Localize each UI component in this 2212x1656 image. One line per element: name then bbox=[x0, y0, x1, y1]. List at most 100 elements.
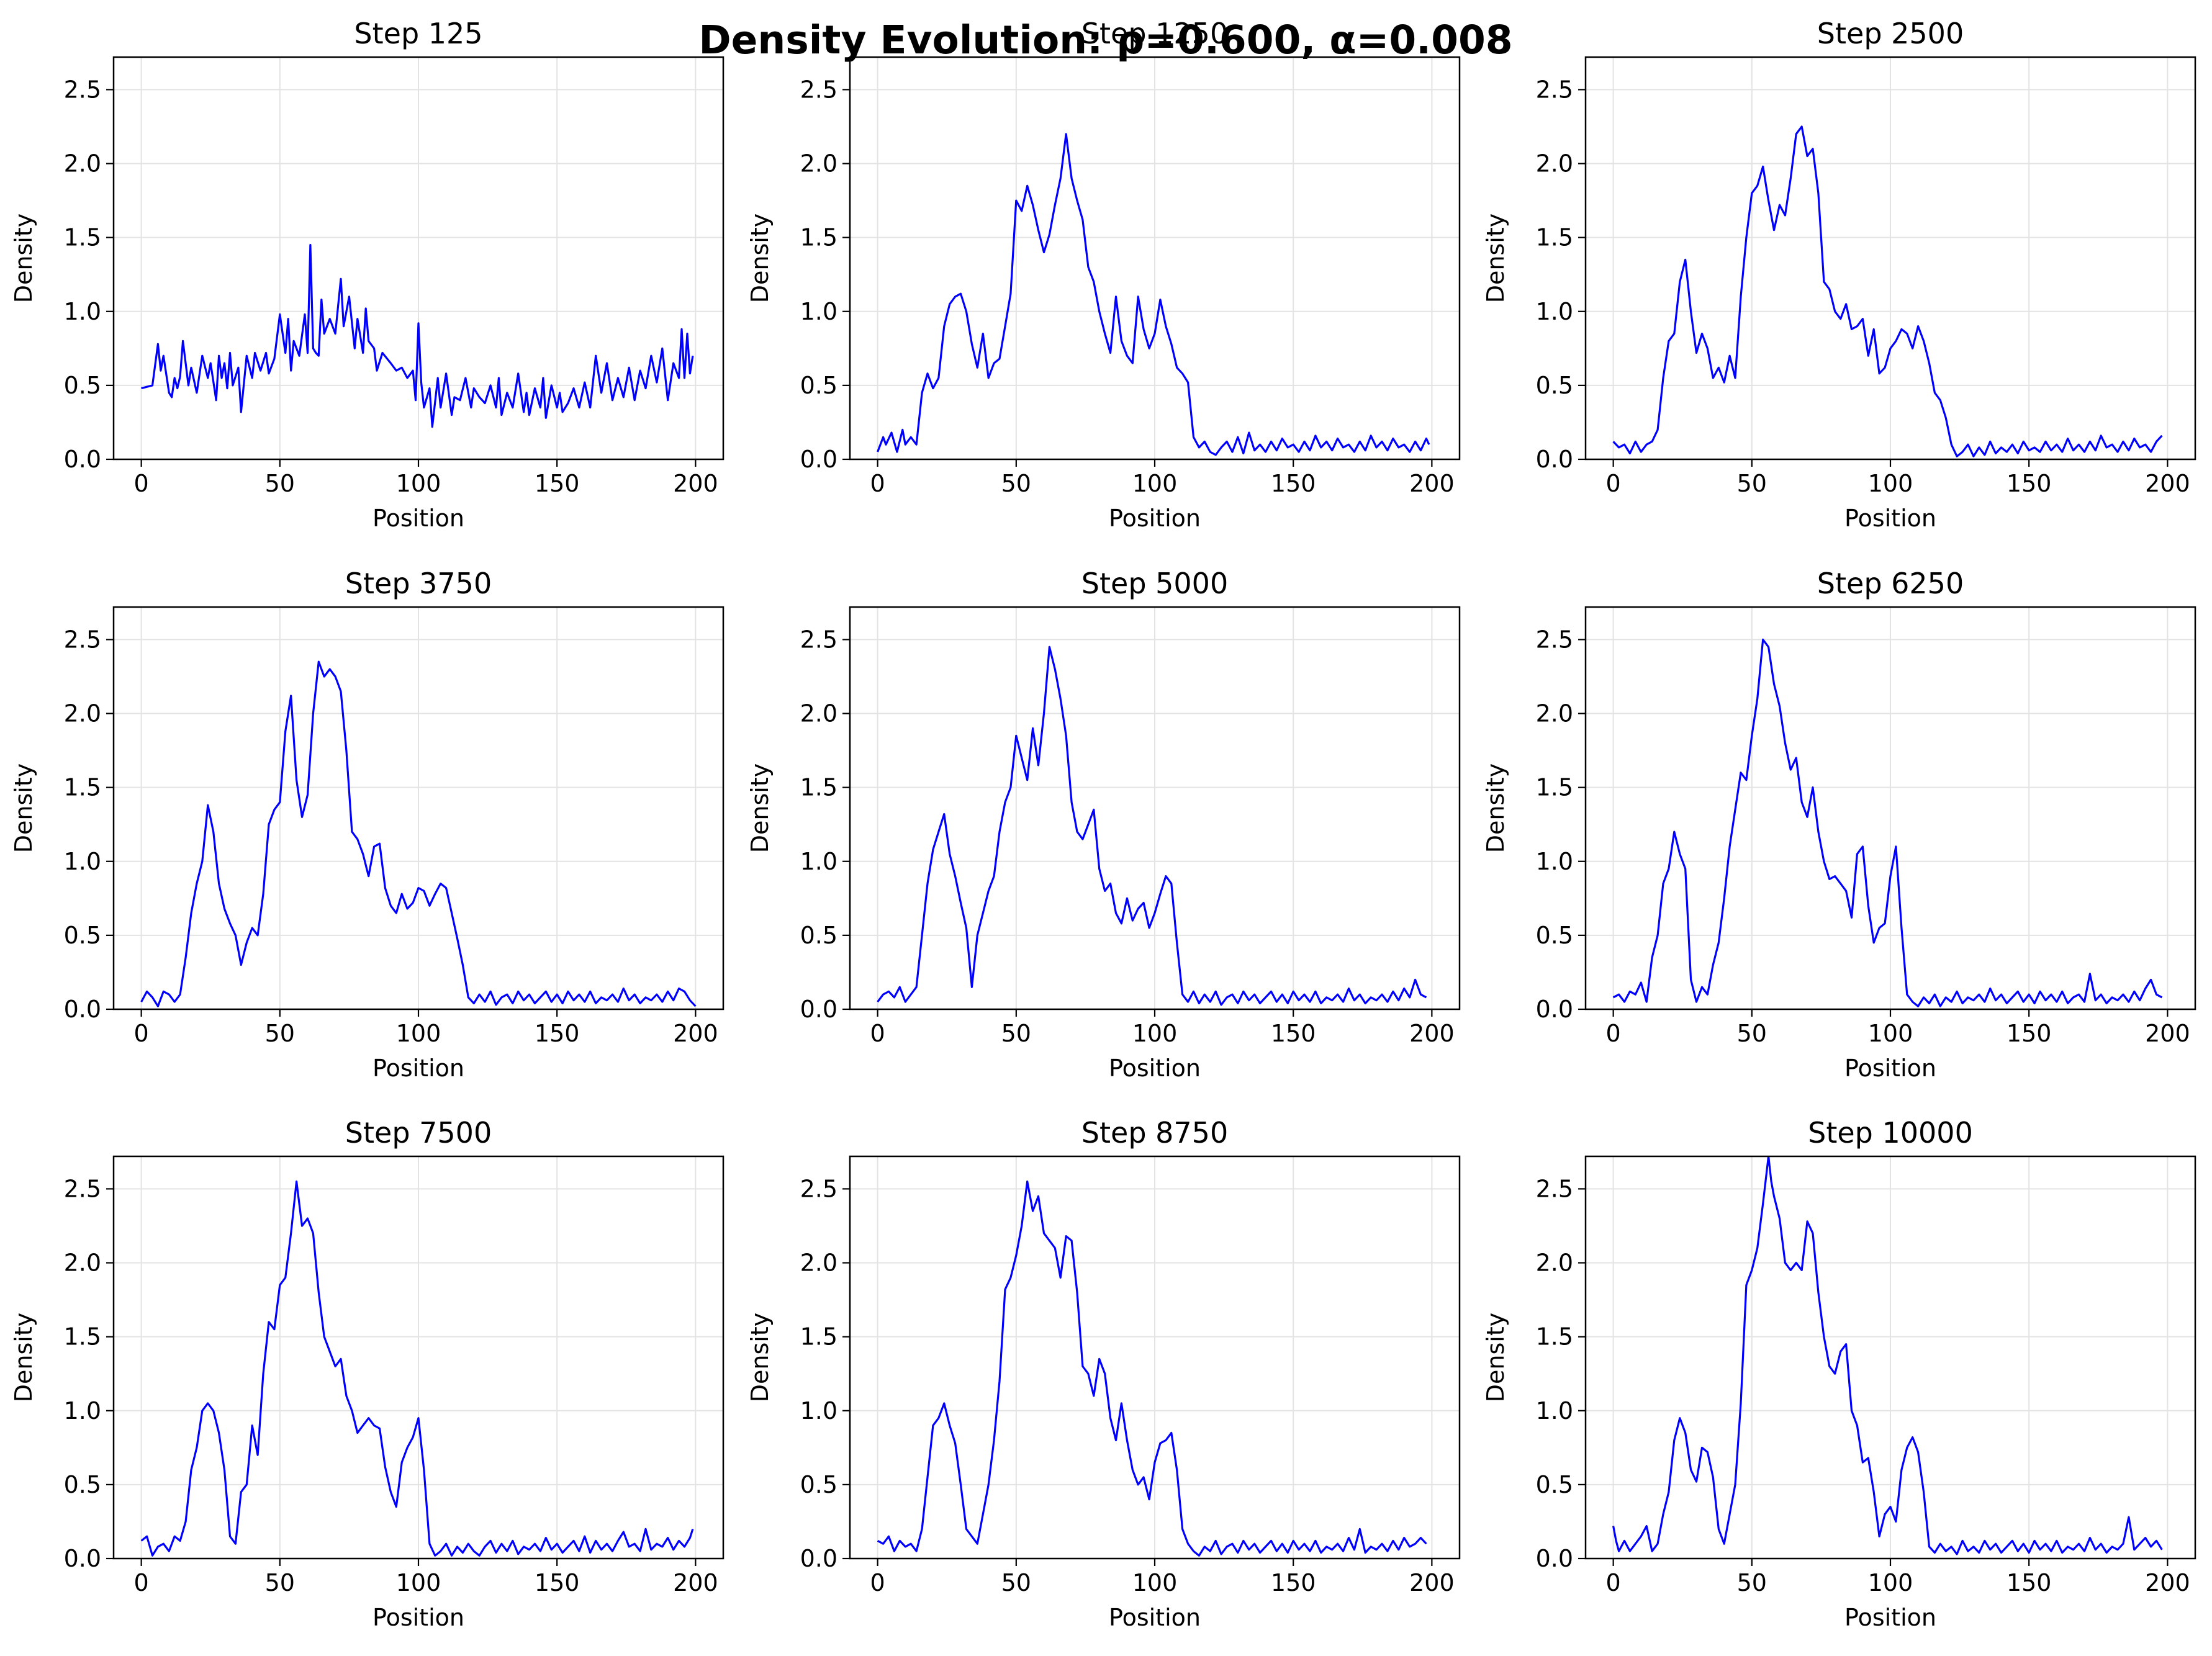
y-tick-label: 0.5 bbox=[64, 1471, 101, 1498]
subplot-1: 0 50 100 150 200 0.0 0.5 1.0 1.5 2.0 2.5 Step 125 Po… bbox=[10, 17, 725, 532]
subplot-title: Step 5000 bbox=[1081, 567, 1228, 600]
density-line bbox=[1612, 638, 2163, 1007]
y-tick-label: 0.5 bbox=[64, 922, 101, 949]
subplot-8: 0 50 100 150 200 0.0 0.5 1.0 1.5 2.0 2.5 Step 8750 P… bbox=[746, 1116, 1461, 1631]
x-tick-label: 50 bbox=[1737, 1569, 1767, 1596]
x-tick-label: 100 bbox=[396, 1020, 441, 1047]
x-tick-label: 200 bbox=[2145, 470, 2190, 497]
y-tick-label: 2.5 bbox=[800, 76, 837, 103]
y-tick-label: 0.5 bbox=[800, 1471, 837, 1498]
y-tick-label: 1.0 bbox=[64, 298, 101, 325]
x-tick-label: 50 bbox=[265, 1020, 295, 1047]
x-tick-label: 50 bbox=[1001, 1569, 1031, 1596]
x-axis-label: Position bbox=[1109, 1604, 1201, 1631]
y-tick-label: 1.5 bbox=[800, 774, 837, 801]
y-axis-label: Density bbox=[10, 214, 37, 303]
x-tick-label: 150 bbox=[2007, 470, 2052, 497]
x-tick-label: 150 bbox=[535, 1020, 580, 1047]
x-axis-label: Position bbox=[1844, 1055, 1936, 1082]
x-tick-label: 0 bbox=[134, 1569, 149, 1596]
y-axis-label: Density bbox=[746, 214, 774, 303]
x-tick-label: 0 bbox=[134, 470, 149, 497]
y-tick-label: 1.0 bbox=[800, 848, 837, 875]
y-tick-label: 2.0 bbox=[800, 150, 837, 178]
x-axis-label: Position bbox=[1109, 1055, 1201, 1082]
subplot-7: 0 50 100 150 200 0.0 0.5 1.0 1.5 2.0 2.5 Step 7500 P… bbox=[10, 1116, 725, 1631]
y-tick-label: 1.5 bbox=[64, 224, 101, 251]
y-tick-label: 0.5 bbox=[1536, 1471, 1573, 1498]
y-tick-label: 1.5 bbox=[800, 1323, 837, 1351]
y-axis-label: Density bbox=[1482, 763, 1509, 853]
x-tick-label: 150 bbox=[1271, 470, 1316, 497]
x-tick-label: 200 bbox=[673, 1569, 718, 1596]
subplot-title: Step 7500 bbox=[345, 1116, 492, 1150]
x-tick-label: 100 bbox=[1132, 470, 1178, 497]
y-tick-label: 2.5 bbox=[1536, 76, 1573, 103]
x-tick-label: 0 bbox=[134, 1020, 149, 1047]
y-tick-label: 1.5 bbox=[800, 224, 837, 251]
y-tick-label: 2.5 bbox=[1536, 1175, 1573, 1202]
y-tick-label: 1.0 bbox=[800, 1397, 837, 1424]
y-tick-label: 1.5 bbox=[1536, 1323, 1573, 1351]
y-tick-label: 2.0 bbox=[800, 700, 837, 727]
x-tick-label: 200 bbox=[2145, 1020, 2190, 1047]
y-tick-label: 1.0 bbox=[64, 848, 101, 875]
y-axis-label: Density bbox=[746, 763, 774, 853]
density-line bbox=[1612, 1156, 2163, 1555]
subplot-2: 0 50 100 150 200 0.0 0.5 1.0 1.5 2.0 2.5 Step 1250 P… bbox=[746, 17, 1461, 532]
subplot-6: 0 50 100 150 200 0.0 0.5 1.0 1.5 2.0 2.5 Step 6250 P… bbox=[1482, 567, 2196, 1082]
subplot-title: Step 125 bbox=[354, 17, 482, 50]
y-axis-label: Density bbox=[746, 1313, 774, 1402]
y-axis-label: Density bbox=[10, 1313, 37, 1402]
subplot-4: 0 50 100 150 200 0.0 0.5 1.0 1.5 2.0 2.5 Step 3750 P… bbox=[10, 567, 725, 1082]
x-tick-label: 0 bbox=[870, 1020, 885, 1047]
y-tick-label: 0.0 bbox=[1536, 996, 1573, 1023]
y-tick-label: 2.0 bbox=[1536, 1249, 1573, 1277]
x-tick-label: 0 bbox=[870, 1569, 885, 1596]
subplot-title: Step 1250 bbox=[1081, 17, 1228, 50]
y-tick-label: 2.5 bbox=[1536, 626, 1573, 653]
y-tick-label: 2.5 bbox=[64, 1175, 101, 1202]
y-tick-label: 1.5 bbox=[1536, 224, 1573, 251]
density-line bbox=[140, 660, 697, 1007]
y-tick-label: 1.0 bbox=[64, 1397, 101, 1424]
x-axis-label: Position bbox=[1844, 1604, 1936, 1631]
x-tick-label: 150 bbox=[535, 470, 580, 497]
y-axis-label: Density bbox=[10, 763, 37, 853]
x-axis-label: Position bbox=[372, 1604, 464, 1631]
density-line bbox=[1612, 125, 2163, 457]
x-tick-label: 150 bbox=[535, 1569, 580, 1596]
y-axis-label: Density bbox=[1482, 214, 1509, 303]
x-tick-label: 100 bbox=[1868, 1020, 1913, 1047]
x-axis-label: Position bbox=[1109, 505, 1201, 532]
y-axis-label: Density bbox=[1482, 1313, 1509, 1402]
subplot-title: Step 6250 bbox=[1817, 567, 1964, 600]
y-tick-label: 0.0 bbox=[64, 446, 101, 473]
subplot-title: Step 2500 bbox=[1817, 17, 1964, 50]
x-tick-label: 50 bbox=[265, 1569, 295, 1596]
y-tick-label: 2.0 bbox=[64, 150, 101, 178]
x-tick-label: 150 bbox=[1271, 1569, 1316, 1596]
y-tick-label: 2.5 bbox=[64, 76, 101, 103]
x-tick-label: 200 bbox=[1409, 1020, 1455, 1047]
y-tick-label: 2.5 bbox=[800, 626, 837, 653]
x-tick-label: 150 bbox=[2007, 1569, 2052, 1596]
subplot-5: 0 50 100 150 200 0.0 0.5 1.0 1.5 2.0 2.5 Step 5000 P… bbox=[746, 567, 1461, 1082]
x-tick-label: 0 bbox=[1606, 470, 1621, 497]
y-tick-label: 0.0 bbox=[64, 996, 101, 1023]
x-tick-label: 200 bbox=[1409, 1569, 1455, 1596]
y-tick-label: 0.0 bbox=[1536, 1545, 1573, 1572]
y-tick-label: 0.0 bbox=[800, 446, 837, 473]
x-axis-label: Position bbox=[1844, 505, 1936, 532]
x-tick-label: 200 bbox=[673, 1020, 718, 1047]
y-tick-label: 0.0 bbox=[800, 1545, 837, 1572]
y-tick-label: 2.5 bbox=[64, 626, 101, 653]
y-tick-label: 0.5 bbox=[64, 372, 101, 399]
y-tick-label: 0.5 bbox=[1536, 372, 1573, 399]
density-line bbox=[877, 646, 1427, 1006]
x-tick-label: 100 bbox=[1868, 1569, 1913, 1596]
x-tick-label: 100 bbox=[396, 470, 441, 497]
y-tick-label: 0.5 bbox=[800, 922, 837, 949]
y-tick-label: 0.5 bbox=[800, 372, 837, 399]
